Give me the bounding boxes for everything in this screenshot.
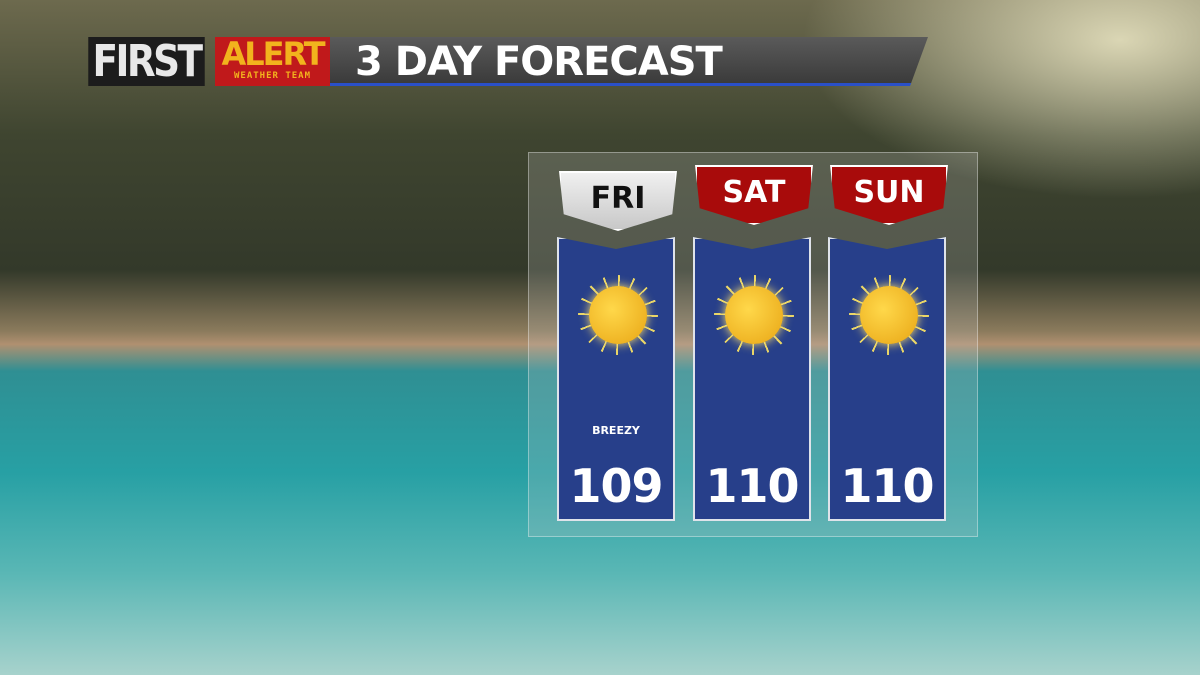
day-panel: 110 [828, 237, 946, 521]
day-tab: SAT [695, 165, 813, 225]
day-tab: FRI [559, 171, 677, 231]
sun-icon [578, 275, 658, 355]
header-banner: FIRST ALERT WEATHER TEAM 3 DAY FORECAST [78, 36, 928, 87]
condition-note: BREEZY [592, 424, 640, 437]
day-tab: SUN [830, 165, 948, 225]
forecast-box: FRI BREEZY 109 SAT 110 SUN 110 [528, 152, 978, 537]
day-panel: 110 [693, 237, 811, 521]
sun-icon [714, 275, 794, 355]
brand-alert-logo: ALERT WEATHER TEAM [215, 37, 330, 86]
high-temp: 109 [569, 459, 663, 513]
page-title: 3 DAY FORECAST [355, 39, 723, 85]
sun-icon [849, 275, 929, 355]
day-panel: BREEZY 109 [557, 237, 675, 521]
brand-alert: ALERT [221, 35, 325, 73]
title-bar: 3 DAY FORECAST [330, 37, 928, 86]
high-temp: 110 [705, 459, 799, 513]
brand-team: WEATHER TEAM [233, 71, 312, 81]
high-temp: 110 [840, 459, 934, 513]
brand-first: FIRST [88, 36, 205, 87]
